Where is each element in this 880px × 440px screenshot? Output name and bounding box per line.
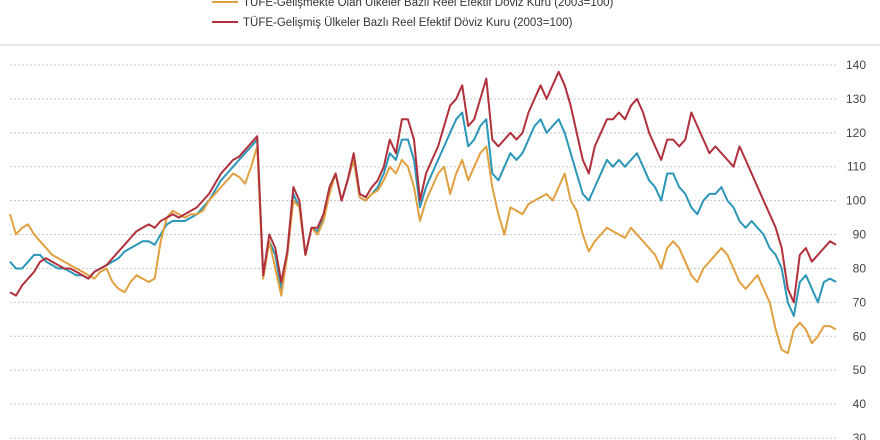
legend-label-developed: TÜFE-Gelişmiş Ülkeler Bazlı Reel Efektif…: [243, 17, 573, 29]
y-tick-label: 90: [853, 228, 867, 242]
y-tick-label: 110: [847, 160, 866, 174]
series-line-developed: [9, 70, 837, 304]
y-tick-label: 40: [853, 397, 867, 411]
y-tick-label: 30: [853, 431, 867, 440]
y-tick-label: 50: [853, 363, 867, 377]
series-line-emerging: [9, 145, 837, 355]
y-tick-label: 140: [846, 58, 866, 72]
y-axis: 30 40 50 60 70 80 90 100 110 120 130 140: [846, 58, 866, 440]
y-tick-label: 100: [846, 194, 866, 208]
y-tick-label: 60: [853, 329, 867, 343]
y-tick-label: 70: [853, 295, 867, 309]
y-tick-label: 120: [846, 126, 866, 140]
series-lines: [9, 70, 837, 355]
y-tick-label: 80: [853, 261, 867, 275]
series-line-third: [9, 111, 837, 317]
legend-label-emerging: TÜFE-Gelişmekte Olan Ülkeler Bazlı Reel …: [243, 0, 614, 9]
legend: TÜFE-Gelişmekte Olan Ülkeler Bazlı Reel …: [212, 0, 614, 29]
grid-lines: [0, 44, 880, 439]
y-tick-label: 130: [846, 92, 866, 106]
